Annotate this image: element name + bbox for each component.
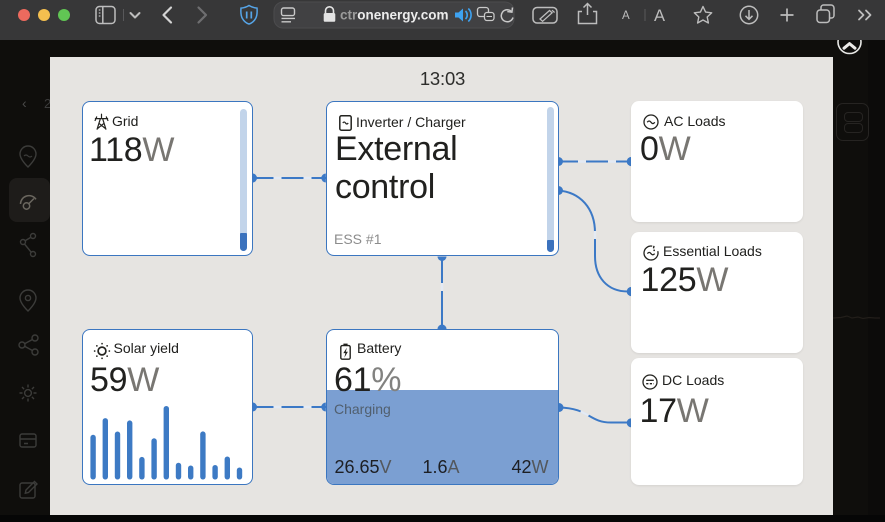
svg-text:A: A [622,10,630,22]
svg-text:‹: ‹ [22,95,27,111]
svg-text:A: A [654,7,665,25]
svg-text:ctronenergy.com: ctronenergy.com [340,8,449,23]
svg-text:2: 2 [44,96,51,111]
